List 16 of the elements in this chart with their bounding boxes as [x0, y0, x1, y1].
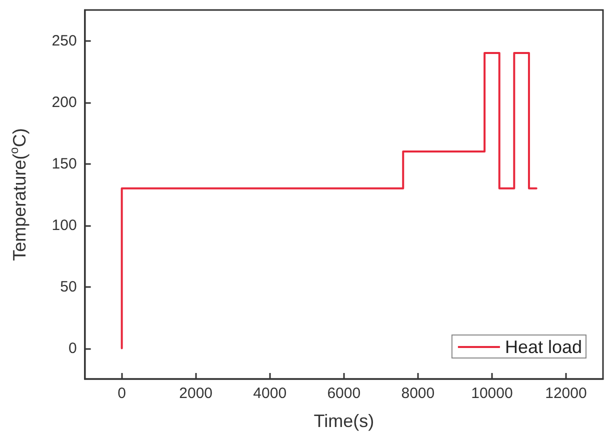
x-tick-label: 12000	[545, 385, 587, 402]
legend-label: Heat load	[504, 337, 582, 357]
y-tick-label: 200	[52, 94, 77, 111]
x-tick-label: 0	[118, 385, 126, 402]
x-tick-label: 6000	[327, 385, 361, 402]
y-tick-label: 150	[52, 155, 77, 172]
y-tick-label: 0	[68, 340, 77, 357]
x-tick-label: 8000	[401, 385, 435, 402]
x-axis-title: Time(s)	[314, 411, 374, 431]
x-tick-label: 2000	[179, 385, 213, 402]
x-tick-label: 4000	[253, 385, 287, 402]
y-tick-label: 250	[52, 32, 77, 50]
y-axis-title: Temperature(oC)	[7, 128, 30, 261]
y-tick-label: 50	[60, 278, 77, 296]
x-tick-label: 10000	[471, 385, 513, 402]
y-tick-label: 100	[52, 216, 77, 234]
